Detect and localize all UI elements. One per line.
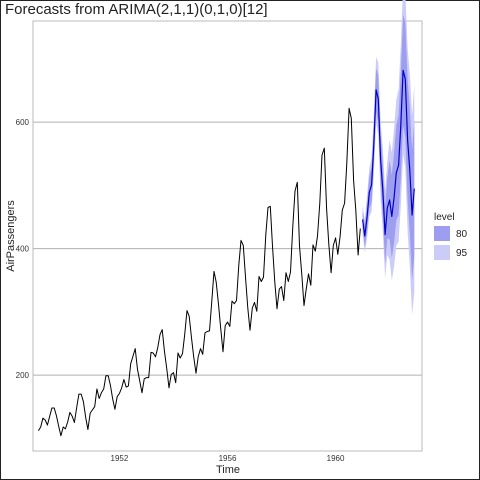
legend-title: level xyxy=(434,212,455,223)
grid-lines xyxy=(33,121,422,376)
y-tick-label-600: 600 xyxy=(16,118,30,127)
y-tick-label-200: 200 xyxy=(16,371,30,380)
legend-label-80: 80 xyxy=(456,229,468,240)
series-line-history xyxy=(37,107,361,437)
legend: level 80 95 xyxy=(434,212,468,260)
forecast-band-80 xyxy=(362,15,415,281)
axis-ticks: 200 400 600 1952 1956 1960 xyxy=(16,118,345,463)
legend-label-95: 95 xyxy=(456,248,468,259)
forecast-bands xyxy=(362,0,415,315)
x-tick-label-1960: 1960 xyxy=(327,454,345,463)
chart-title: Forecasts from ARIMA(2,1,1)(0,1,0)[12] xyxy=(5,1,268,18)
y-axis-label: AirPassengers xyxy=(5,200,17,272)
legend-swatch-95 xyxy=(434,245,450,260)
legend-swatch-80 xyxy=(434,226,450,241)
series-lines xyxy=(37,69,415,437)
y-tick-label-400: 400 xyxy=(16,245,30,254)
series-line-forecast xyxy=(362,69,415,237)
x-tick-label-1952: 1952 xyxy=(111,454,129,463)
x-axis-label: Time xyxy=(216,464,240,476)
x-tick-label-1956: 1956 xyxy=(219,454,237,463)
